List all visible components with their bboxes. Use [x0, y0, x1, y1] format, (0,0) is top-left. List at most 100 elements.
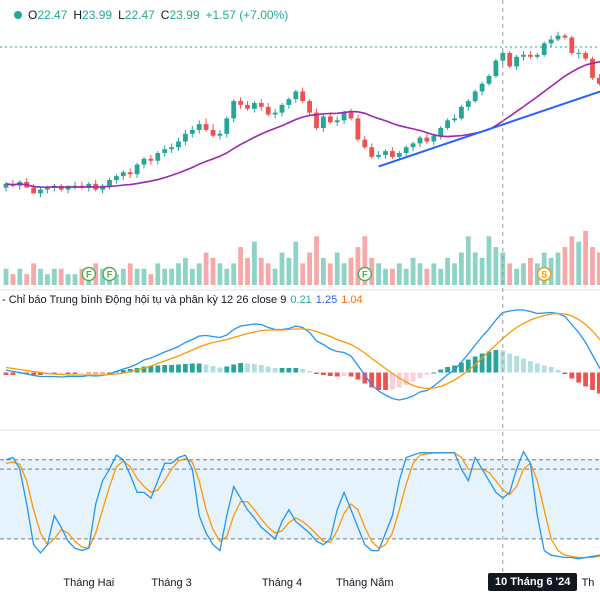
macd-histogram-bar	[424, 372, 430, 375]
volume-bar	[134, 268, 140, 285]
volume-bar	[258, 257, 264, 285]
open-label: O	[28, 8, 38, 22]
macd-histogram-bar	[258, 365, 264, 373]
candle-body	[597, 77, 600, 84]
volume-bar	[465, 236, 471, 285]
macd-value: 0.21	[290, 294, 312, 306]
marker-label: F	[362, 270, 368, 280]
ma-line	[5, 61, 600, 189]
volume-bar	[500, 252, 506, 285]
macd-histogram-bar	[383, 372, 388, 390]
volume-bar	[183, 257, 188, 285]
candle-body	[438, 128, 444, 136]
volume-bar	[72, 274, 78, 285]
marker-circle	[102, 266, 117, 282]
volume-bar	[141, 268, 147, 285]
volume-bar	[327, 263, 333, 285]
x-tick-label: Th	[582, 577, 595, 589]
candle-body	[348, 112, 354, 119]
macd-histogram-bar	[327, 372, 333, 376]
macd-histogram-bar	[445, 367, 450, 373]
volume-bar	[231, 263, 237, 285]
macd-histogram-bar	[307, 371, 312, 373]
macd-histogram-bar	[245, 363, 250, 373]
candle-body	[272, 112, 278, 115]
macd-histogram-bar	[376, 372, 381, 390]
candle-body	[238, 101, 243, 105]
candle-body	[521, 54, 526, 57]
volume-bar	[300, 263, 306, 285]
candle-body	[583, 52, 588, 59]
macd-histogram-bar	[79, 372, 85, 374]
volume-bar	[155, 263, 161, 285]
volume-bar	[410, 257, 416, 285]
macd-histogram-bar	[265, 366, 271, 373]
volume-bar	[24, 274, 30, 285]
volume-bar	[189, 268, 195, 285]
volume-bar	[369, 257, 375, 285]
macd-histogram-bar	[396, 372, 402, 388]
candle-body	[465, 101, 471, 107]
volume-bar	[293, 241, 299, 285]
candle-body	[341, 112, 347, 121]
volume-bar	[431, 263, 437, 285]
macd-histogram-bar	[390, 372, 395, 390]
candle-body	[155, 153, 161, 161]
macd-histogram-bar	[93, 372, 99, 374]
candle-body	[203, 124, 209, 130]
candle-body	[396, 153, 402, 157]
volume-bar	[576, 241, 582, 285]
volume-bar	[120, 268, 126, 285]
macd-histogram-bar	[217, 367, 223, 373]
macd-histogram-bar	[548, 367, 554, 373]
macd-histogram-bar	[58, 372, 64, 374]
volume-bar	[196, 263, 202, 285]
macd-histogram-bar	[196, 363, 202, 373]
candle-body	[114, 176, 119, 180]
x-tick-label: Tháng Năm	[336, 577, 393, 589]
marker-circle	[81, 266, 97, 282]
candle-body	[514, 56, 519, 67]
volume-bar	[507, 263, 513, 285]
volume-bar	[459, 252, 464, 285]
volume-bar	[58, 268, 64, 285]
trend-line[interactable]	[378, 90, 600, 168]
macd-histogram-bar	[528, 361, 533, 373]
candle-body	[148, 158, 154, 161]
volume-bar	[203, 252, 209, 285]
macd-histogram-bar	[355, 372, 361, 380]
volume-bar	[238, 247, 243, 285]
macd-histogram-bar	[431, 372, 437, 374]
candle-body	[576, 52, 582, 54]
low-value: 22.47	[124, 8, 155, 22]
macd-histogram-bar	[583, 372, 588, 387]
stoch-k-line	[5, 450, 600, 560]
volume-bar	[245, 257, 250, 285]
candle-body	[314, 112, 319, 129]
low-label: L	[118, 8, 125, 22]
volume-bar	[562, 247, 568, 285]
macd-histogram-bar	[576, 372, 582, 383]
macd-histogram-bar	[403, 372, 409, 385]
open-value: 22.47	[37, 8, 68, 22]
macd-histogram-bar	[141, 366, 147, 373]
macd-histogram-bar	[293, 368, 299, 373]
candle-body	[196, 124, 202, 130]
x-tick-label: Tháng 4	[262, 577, 302, 589]
macd-title: - Chỉ báo Trung bình Động hội tụ và phân…	[2, 294, 287, 306]
volume-bar	[390, 268, 395, 285]
candle-body	[479, 83, 485, 92]
volume-bar	[597, 252, 600, 285]
volume-bar	[286, 257, 292, 285]
macd-histogram-bar	[514, 356, 519, 373]
candle-body	[265, 106, 271, 115]
volume-bar	[79, 268, 85, 285]
change-value: +1.57 (+7.00%)	[205, 8, 289, 22]
macd-histogram-bar	[590, 372, 595, 390]
macd-histogram-bar	[507, 353, 513, 373]
macd-histogram-bar	[348, 372, 354, 377]
volume-bar	[348, 257, 354, 285]
macd-histogram-bar	[127, 369, 133, 373]
candle-body	[307, 101, 312, 113]
